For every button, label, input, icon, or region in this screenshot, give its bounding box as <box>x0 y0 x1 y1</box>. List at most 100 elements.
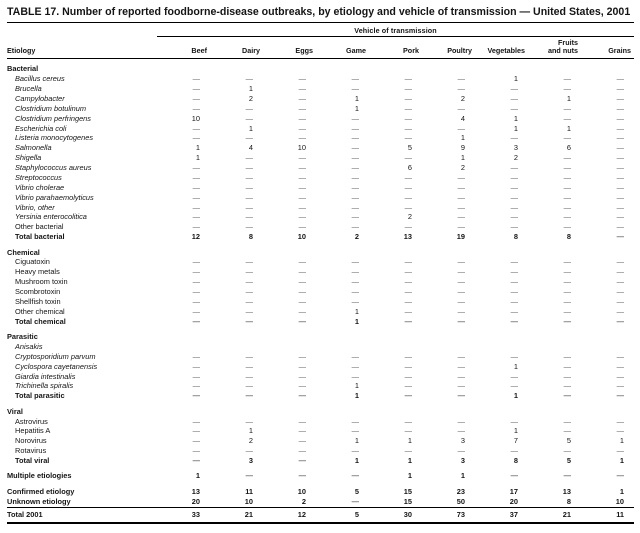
row-label: Other chemical <box>15 306 65 316</box>
value-cell: — <box>510 446 518 456</box>
value-cell <box>210 327 263 342</box>
value-cell: 3 <box>513 143 518 153</box>
value-cell: — <box>298 277 306 287</box>
value-cell: 73 <box>422 507 475 525</box>
value-cell: — <box>616 371 624 381</box>
value-cell: — <box>245 361 253 371</box>
value-cell: — <box>563 202 571 212</box>
value-cell: — <box>245 212 253 222</box>
value-cell: — <box>245 257 253 267</box>
value-cell: — <box>298 296 306 306</box>
row-label: Ciguatoxin <box>15 257 50 267</box>
value-cell: 2 <box>460 93 465 103</box>
col-header-game: Game <box>316 36 369 60</box>
col-header-pork: Pork <box>369 36 422 60</box>
value-cell: — <box>563 103 571 113</box>
value-cell: — <box>404 316 412 326</box>
table-row: Norovirus — 2 — 1 1 3 7 5 1 <box>7 436 634 447</box>
row-label: Vibrio parahaemolyticus <box>15 192 94 202</box>
value-cell: 21 <box>528 507 581 525</box>
value-cell: — <box>510 192 518 202</box>
value-cell: — <box>298 416 306 426</box>
value-cell: — <box>563 267 571 277</box>
value-cell: 30 <box>369 507 422 525</box>
row-label: Hepatitis A <box>15 426 51 436</box>
col-header-dairy: Dairy <box>210 36 263 60</box>
value-cell: — <box>245 172 253 182</box>
value-cell <box>422 402 475 417</box>
value-cell: 17 <box>509 486 518 496</box>
value-cell: — <box>510 371 518 381</box>
value-cell: — <box>298 212 306 222</box>
value-cell: — <box>404 222 412 232</box>
value-cell: 13 <box>191 486 200 496</box>
value-cell: 2 <box>407 212 412 222</box>
value-cell: 19 <box>456 232 465 242</box>
value-cell: — <box>351 471 359 481</box>
value-cell: — <box>192 84 200 94</box>
value-cell <box>528 243 581 258</box>
row-label: Cryptosporidium parvum <box>15 351 96 361</box>
value-cell: 2 <box>354 232 359 242</box>
value-cell: — <box>616 426 624 436</box>
value-cell <box>210 59 263 75</box>
value-cell: — <box>192 287 200 297</box>
value-cell: 13 <box>562 486 571 496</box>
value-cell: — <box>563 316 571 326</box>
value-cell: — <box>457 361 465 371</box>
value-cell: — <box>616 133 624 143</box>
value-cell: — <box>510 182 518 192</box>
value-cell: — <box>351 172 359 182</box>
value-cell: — <box>457 84 465 94</box>
value-cell: 1 <box>619 456 624 466</box>
value-cell: — <box>245 446 253 456</box>
value-cell: — <box>563 391 571 401</box>
value-cell: 1 <box>460 153 465 163</box>
col-header-etiology: Etiology <box>7 36 157 60</box>
value-cell: 8 <box>513 456 518 466</box>
value-cell: — <box>563 257 571 267</box>
value-cell <box>263 342 316 352</box>
value-cell: — <box>404 371 412 381</box>
value-cell: — <box>510 133 518 143</box>
value-cell: — <box>298 391 306 401</box>
value-cell: — <box>457 172 465 182</box>
value-cell: — <box>298 222 306 232</box>
value-cell: — <box>245 381 253 391</box>
value-cell: — <box>404 153 412 163</box>
value-cell: — <box>563 446 571 456</box>
table-row: Rotavirus — — — — — — — — — <box>7 446 634 457</box>
value-cell: — <box>298 84 306 94</box>
value-cell: — <box>298 93 306 103</box>
value-cell <box>157 402 210 417</box>
value-cell: — <box>351 222 359 232</box>
value-cell: — <box>616 257 624 267</box>
value-cell: 1 <box>566 123 571 133</box>
value-cell: — <box>298 257 306 267</box>
value-cell: — <box>510 103 518 113</box>
value-cell: 10 <box>297 143 306 153</box>
table-row: Salmonella 1 4 10 — 5 9 3 6 — <box>7 143 634 154</box>
table-title: TABLE 17. Number of reported foodborne-d… <box>7 6 634 24</box>
value-cell: — <box>616 361 624 371</box>
value-cell: — <box>457 74 465 84</box>
value-cell: — <box>404 113 412 123</box>
row-label: Campylobacter <box>15 93 65 103</box>
table-row: Listeria monocytogenes — — — — — 1 — — — <box>7 134 634 144</box>
value-cell: 5 <box>316 507 369 525</box>
value-cell: — <box>298 172 306 182</box>
value-cell <box>157 327 210 342</box>
value-cell <box>369 342 422 352</box>
value-cell: — <box>298 371 306 381</box>
value-cell: 1 <box>566 93 571 103</box>
value-cell: — <box>616 222 624 232</box>
value-cell: 1 <box>248 426 253 436</box>
value-cell: — <box>298 306 306 316</box>
value-cell: — <box>192 267 200 277</box>
value-cell: 1 <box>407 456 412 466</box>
value-cell: 1 <box>513 361 518 371</box>
value-cell: — <box>298 471 306 481</box>
value-cell: — <box>563 133 571 143</box>
row-label: Yersinia enterocolitica <box>15 212 87 222</box>
value-cell: 1 <box>619 436 624 446</box>
